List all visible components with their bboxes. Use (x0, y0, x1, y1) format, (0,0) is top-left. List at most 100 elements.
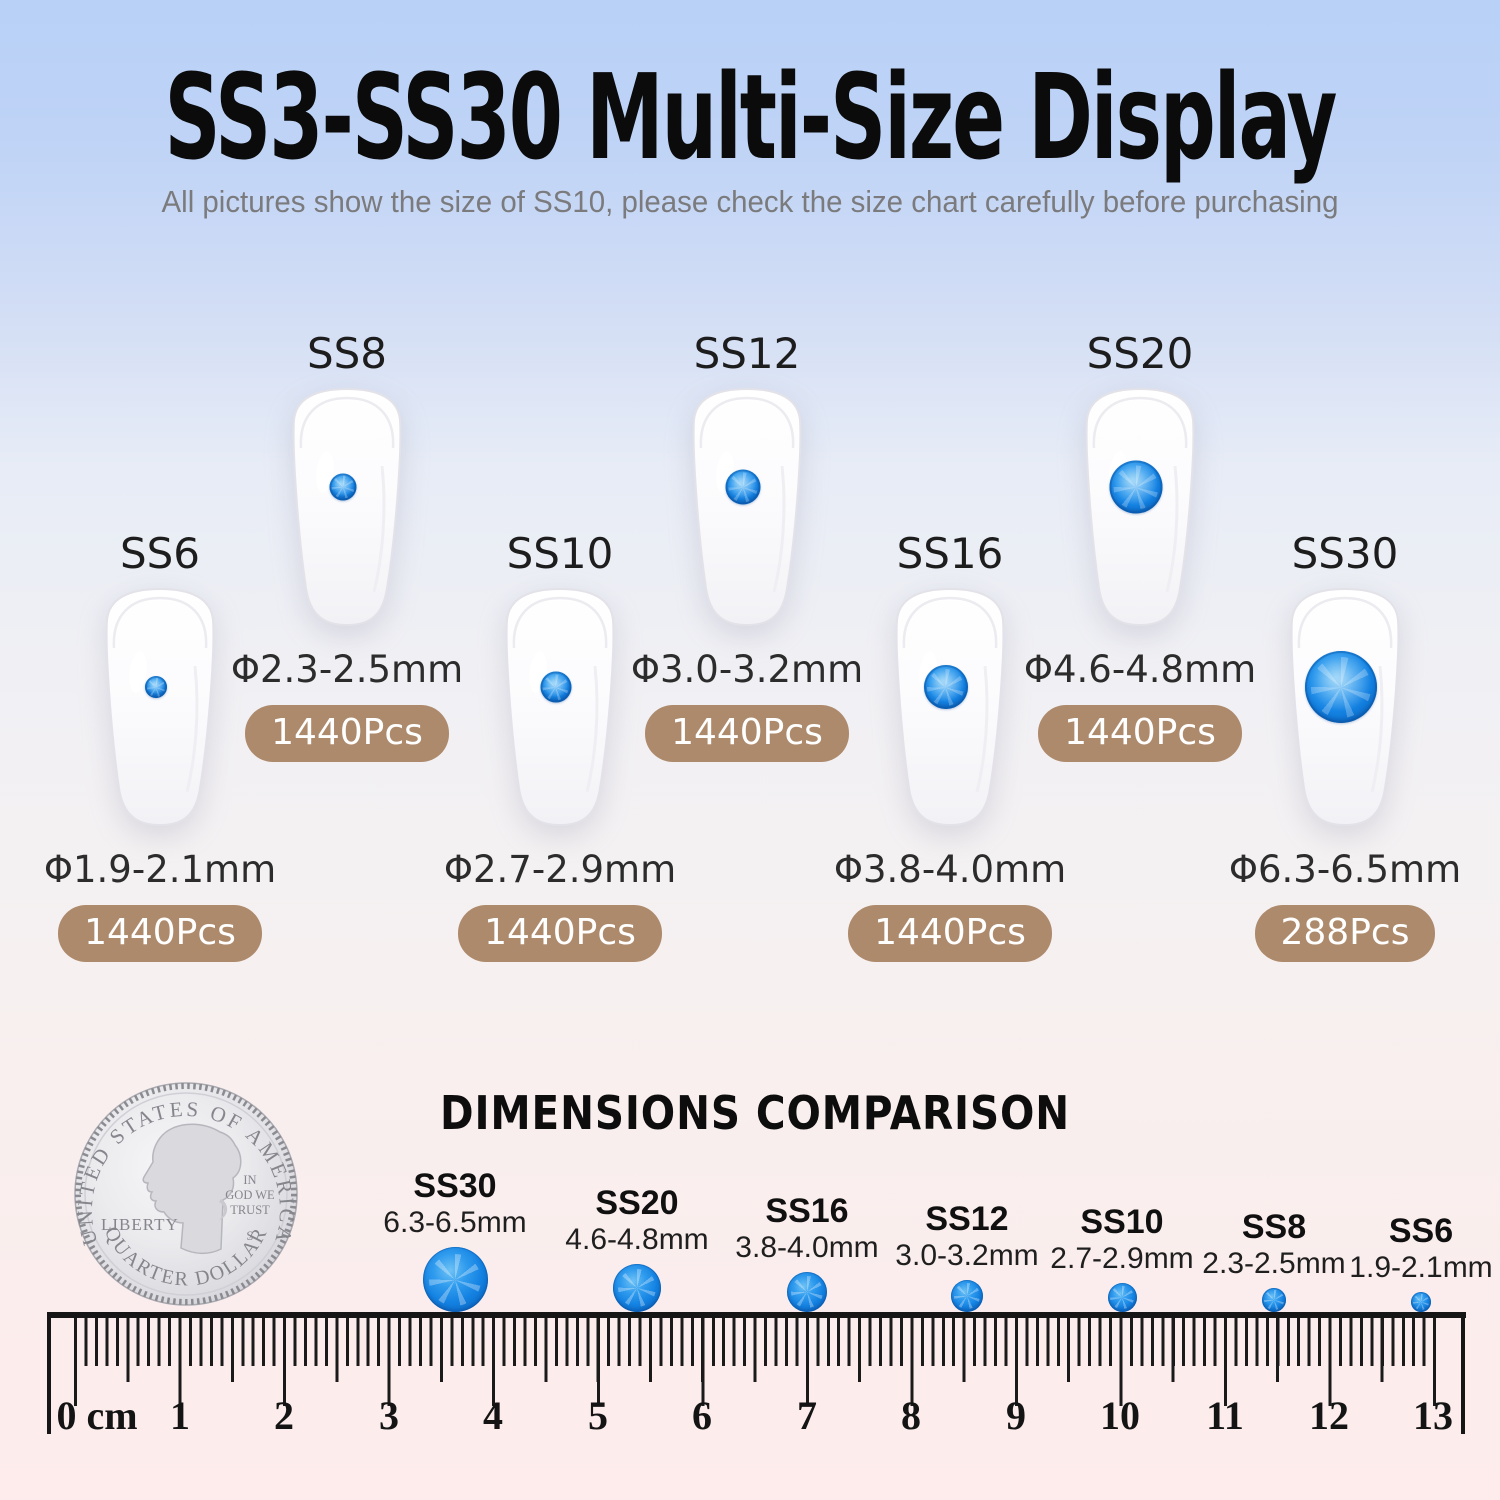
size-name: SS20 (1086, 329, 1194, 378)
dot-size-name: SS12 (925, 1199, 1009, 1238)
size-name: SS6 (119, 529, 201, 578)
quantity-badge: 1440Pcs (58, 905, 262, 962)
quarter-coin: UNITED STATES OF AMERICA QUARTER DOLLAR … (73, 1082, 298, 1306)
quantity-badge: 1440Pcs (1038, 705, 1242, 762)
diameter-label: Φ3.8-4.0mm (833, 848, 1067, 891)
ruler-bar (47, 1312, 1466, 1318)
rhinestone-dot (613, 1264, 661, 1312)
size-card-ss10: SS10 Φ2.7-2.9mm 1440Pcs (444, 529, 676, 962)
nail-tip-photo (92, 584, 228, 830)
nail-tip-photo (882, 584, 1018, 830)
dot-item-ss16: SS16 3.8-4.0mm (722, 1160, 892, 1312)
nail-tip-photo (1277, 584, 1413, 830)
size-card-ss16: SS16 Φ3.8-4.0mm 1440Pcs (834, 529, 1066, 962)
washington-profile (142, 1123, 242, 1255)
coin-liberty-text: LIBERTY (101, 1215, 179, 1234)
coin-motto-line1: IN (243, 1173, 256, 1187)
rhinestone-dot (422, 1247, 488, 1312)
coin-motto-line2: GOD WE (225, 1188, 275, 1202)
dot-size-name: SS10 (1080, 1202, 1164, 1241)
size-name: SS30 (1291, 529, 1399, 578)
rhinestone-gem (725, 469, 761, 505)
nail-tip-photo (492, 584, 628, 830)
dot-size-range: 1.9-2.1mm (1349, 1251, 1493, 1284)
quantity-badge: 1440Pcs (645, 705, 849, 762)
ruler-left-edge (47, 1312, 51, 1434)
coin-reeded-edge (75, 1083, 297, 1305)
rhinestone-gem (923, 665, 968, 710)
dot-item-ss10: SS10 2.7-2.9mm (1037, 1160, 1207, 1312)
dot-size-name: SS30 (413, 1166, 497, 1205)
coin-motto-line3: TRUST (230, 1203, 270, 1217)
ruler-label-11: 11 (1206, 1393, 1244, 1438)
ruler-right-edge (1461, 1312, 1465, 1434)
size-name: SS12 (693, 329, 801, 378)
quantity-badge: 1440Pcs (458, 905, 662, 962)
dot-size-range: 6.3-6.5mm (383, 1206, 527, 1239)
page-title: SS3-SS30 Multi-Size Display (164, 48, 1338, 186)
size-name: SS16 (896, 529, 1004, 578)
dot-size-range: 2.3-2.5mm (1202, 1247, 1346, 1280)
quantity-badge: 288Pcs (1254, 905, 1436, 962)
size-card-ss20: SS20 Φ4.6-4.8mm 1440Pcs (1024, 329, 1256, 762)
diameter-label: Φ4.6-4.8mm (1023, 648, 1257, 691)
size-name: SS10 (506, 529, 614, 578)
rhinestone-dot (787, 1272, 827, 1312)
ruler-label-5: 5 (588, 1393, 608, 1438)
comparison-heading: DIMENSIONS COMPARISON (439, 1086, 1071, 1140)
nail-tip-photo (279, 384, 415, 630)
nail-shape (105, 587, 215, 827)
size-card-ss8: SS8 Φ2.3-2.5mm 1440Pcs (231, 329, 463, 762)
nail-tip-photo (1072, 384, 1208, 630)
diameter-label: Φ2.7-2.9mm (443, 848, 677, 891)
rhinestone-dot (1411, 1292, 1431, 1312)
rhinestone-dot (1262, 1288, 1286, 1312)
diameter-label: Φ3.0-3.2mm (630, 648, 864, 691)
dot-size-name: SS20 (595, 1183, 679, 1222)
dot-item-ss30: SS30 6.3-6.5mm (370, 1160, 540, 1312)
diameter-label: Φ1.9-2.1mm (43, 848, 277, 891)
rhinestone-gem (329, 473, 357, 501)
dot-item-ss6: SS6 1.9-2.1mm (1336, 1160, 1500, 1312)
ruler-cm-ticks (73, 1318, 1438, 1406)
rhinestone-dot (951, 1280, 983, 1312)
dot-item-ss8: SS8 2.3-2.5mm (1189, 1160, 1359, 1312)
nail-shape (692, 387, 802, 627)
ruler-label-7: 7 (797, 1393, 817, 1438)
coin-mint-mark: S (246, 1228, 253, 1243)
page-subtitle: All pictures show the size of SS10, plea… (161, 184, 1339, 219)
dot-size-name: SS8 (1241, 1207, 1307, 1246)
dot-item-ss12: SS12 3.0-3.2mm (882, 1160, 1052, 1312)
ruler-label-6: 6 (692, 1393, 712, 1438)
gloss-highlight (129, 651, 147, 693)
size-card-ss6: SS6 Φ1.9-2.1mm 1440Pcs (44, 529, 276, 962)
size-name: SS8 (306, 329, 388, 378)
size-card-ss30: SS30 Φ6.3-6.5mm 288Pcs (1229, 529, 1461, 962)
rhinestone-gem (1304, 651, 1377, 724)
hair-queue (219, 1199, 228, 1220)
ruler-label-9: 9 (1006, 1393, 1026, 1438)
nail-tip-photo (679, 384, 815, 630)
ruler-label-2: 2 (274, 1393, 294, 1438)
diameter-label: Φ2.3-2.5mm (230, 648, 464, 691)
rhinestone-gem (1109, 460, 1163, 514)
rhinestone-dot (1107, 1283, 1137, 1312)
dot-size-name: SS16 (765, 1191, 849, 1230)
dot-size-range: 3.8-4.0mm (735, 1231, 879, 1264)
diameter-label: Φ6.3-6.5mm (1228, 848, 1462, 891)
ruler-label-10: 10 (1100, 1393, 1140, 1438)
ruler-label-1: 1 (170, 1393, 190, 1438)
nail-shape (292, 387, 402, 627)
dot-size-range: 4.6-4.8mm (565, 1223, 709, 1256)
ruler-label-0: 0 cm (56, 1393, 138, 1438)
rhinestone-gem (540, 671, 572, 703)
quantity-badge: 1440Pcs (848, 905, 1052, 962)
size-card-ss12: SS12 Φ3.0-3.2mm 1440Pcs (631, 329, 863, 762)
ruler-label-13: 13 (1413, 1393, 1453, 1438)
dot-size-name: SS6 (1388, 1211, 1454, 1250)
nail-shape (505, 587, 615, 827)
ruler-label-12: 12 (1309, 1393, 1349, 1438)
dot-size-range: 3.0-3.2mm (895, 1239, 1039, 1272)
ruler-label-3: 3 (379, 1393, 399, 1438)
